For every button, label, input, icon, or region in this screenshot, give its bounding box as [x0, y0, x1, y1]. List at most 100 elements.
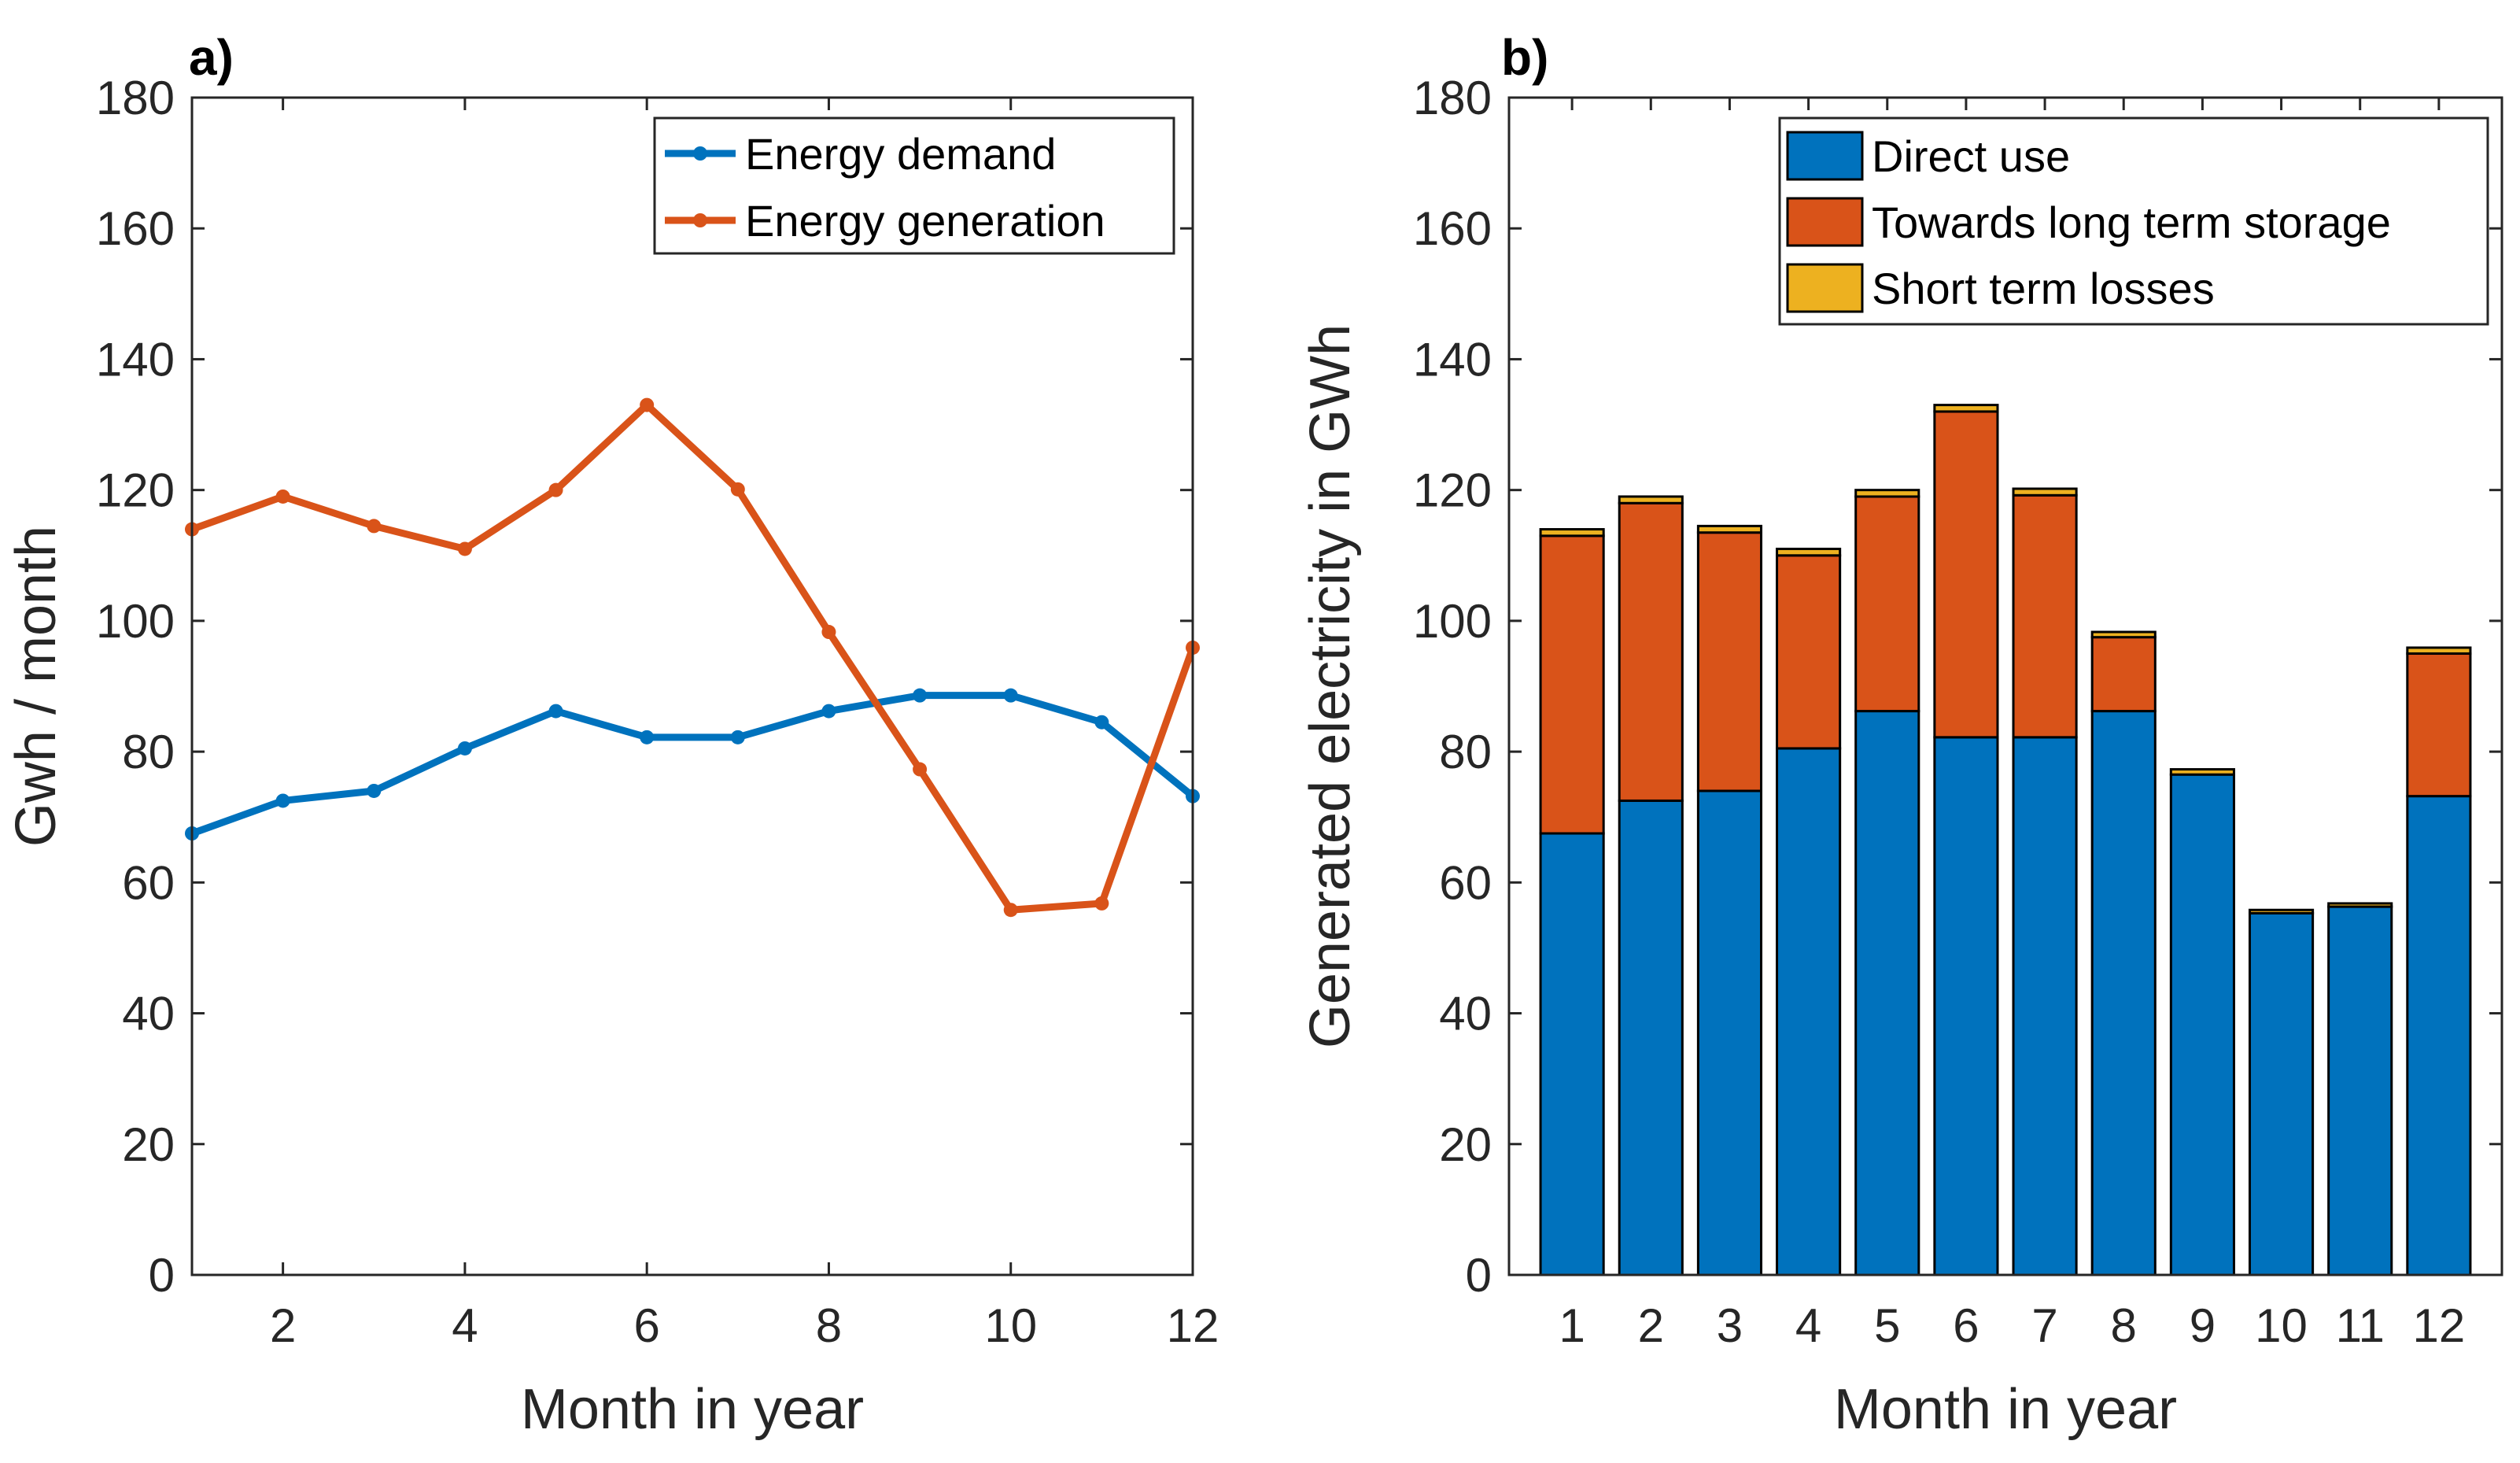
legend-swatch-short-term-losses — [1786, 263, 1864, 313]
bar-towards-long-term-storage — [1933, 410, 1999, 739]
bar-short-term-losses — [2327, 902, 2393, 908]
data-point-energy-generation — [1094, 896, 1109, 911]
data-point-energy-demand — [1003, 688, 1018, 703]
x-tick-label-b: 7 — [2031, 1299, 2057, 1352]
line-chart-panel: 2 4 6 8 10 12 0 20 40 60 80 100 120 140 160 180 a) Mon… — [5, 29, 1219, 1441]
x-tick-label-a: 10 — [984, 1299, 1037, 1352]
x-tick-label-b: 2 — [1638, 1299, 1664, 1352]
y-tick-label-a: 120 — [96, 464, 175, 517]
y-axis-label-a: Gwh / month — [5, 526, 68, 847]
axes-frame-b — [1507, 96, 2503, 1276]
axes-frame-a — [190, 96, 1194, 1276]
data-point-energy-demand — [457, 741, 472, 756]
y-tick-labels-b: 0 20 40 60 80 100 120 140 160 180 — [1413, 72, 1492, 1302]
bar-direct-use — [1854, 710, 1920, 1276]
bar-short-term-losses — [1933, 404, 1999, 413]
legend-marker-generation — [693, 213, 707, 227]
bar-direct-use — [2169, 773, 2235, 1276]
y-tick-label-a: 140 — [96, 333, 175, 386]
series-line-energy-demand — [190, 692, 1195, 837]
y-tick-label-a: 160 — [96, 202, 175, 255]
panel-label-a: a) — [189, 29, 234, 86]
data-point-energy-generation — [640, 397, 655, 412]
series-lines-a — [185, 397, 1200, 918]
bar-short-term-losses — [2090, 630, 2157, 639]
data-point-energy-generation — [457, 541, 472, 556]
x-tick-label-b: 6 — [1953, 1299, 1979, 1352]
panel-label-b: b) — [1501, 29, 1548, 86]
x-tick-label-b: 12 — [2412, 1299, 2465, 1352]
data-point-energy-generation — [275, 489, 290, 504]
y-tick-label-a: 20 — [122, 1118, 175, 1171]
y-tick-label-b: 80 — [1439, 726, 1492, 778]
y-tick-label-b: 140 — [1413, 333, 1492, 386]
bar-towards-long-term-storage — [1696, 531, 1763, 792]
bar-short-term-losses — [1854, 489, 1920, 498]
bar-direct-use — [2012, 736, 2078, 1276]
y-tick-label-b: 180 — [1413, 72, 1492, 124]
legend-a: Energy demand Energy generation — [653, 116, 1175, 255]
bar-short-term-losses — [1539, 528, 1605, 538]
bar-towards-long-term-storage — [2406, 652, 2472, 798]
data-point-energy-demand — [275, 793, 290, 808]
data-point-energy-demand — [913, 688, 928, 703]
y-axis-label-b: Generated electricity in GWh — [1299, 324, 1362, 1048]
x-tick-label-b: 5 — [1874, 1299, 1900, 1352]
x-tick-label-b: 4 — [1795, 1299, 1821, 1352]
bar-short-term-losses — [2169, 768, 2235, 776]
y-tick-label-b: 100 — [1413, 595, 1492, 648]
bar-short-term-losses — [2406, 646, 2472, 655]
series-line-energy-generation — [190, 401, 1197, 914]
data-point-energy-generation — [548, 482, 563, 497]
x-tick-label-b: 9 — [2190, 1299, 2216, 1352]
x-tick-label-a: 4 — [452, 1299, 478, 1352]
legend-label-short-term-losses: Short term losses — [1872, 264, 2215, 313]
y-tick-label-b: 120 — [1413, 464, 1492, 517]
y-tick-label-b: 160 — [1413, 202, 1492, 255]
x-tick-label-a: 8 — [816, 1299, 842, 1352]
x-tick-label-b: 3 — [1717, 1299, 1743, 1352]
data-point-energy-demand — [640, 730, 655, 744]
data-point-energy-demand — [367, 783, 382, 798]
bar-direct-use — [2090, 710, 2157, 1276]
bar-direct-use — [2248, 911, 2315, 1276]
y-tick-label-a: 60 — [122, 856, 175, 909]
x-tick-labels-a: 2 4 6 8 10 12 — [270, 1299, 1219, 1352]
bar-direct-use — [1539, 832, 1605, 1276]
y-tick-labels-a: 0 20 40 60 80 100 120 140 160 180 — [96, 72, 175, 1302]
data-point-energy-generation — [1003, 903, 1018, 918]
legend-label-long-term-storage: Towards long term storage — [1872, 198, 2391, 247]
data-point-energy-generation — [730, 482, 745, 497]
bar-towards-long-term-storage — [2012, 493, 2078, 739]
data-point-energy-demand — [821, 704, 836, 719]
bar-chart-panel: 1 2 3 4 5 6 7 8 9 10 11 12 020406080100120140160180… — [1299, 29, 2503, 1441]
x-tick-label-b: 1 — [1559, 1299, 1585, 1352]
x-tick-label-a: 12 — [1167, 1299, 1219, 1352]
bar-towards-long-term-storage — [1618, 501, 1684, 802]
bar-towards-long-term-storage — [1539, 534, 1605, 835]
legend-label-direct-use: Direct use — [1872, 131, 2070, 181]
bar-towards-long-term-storage — [1854, 495, 1920, 713]
x-tick-label-b: 8 — [2111, 1299, 2137, 1352]
legend-box-a — [653, 116, 1175, 255]
y-tick-label-a: 180 — [96, 72, 175, 124]
data-point-energy-generation — [367, 519, 382, 534]
legend-box-b — [1778, 116, 2489, 326]
y-tick-label-a: 0 — [149, 1249, 175, 1302]
x-tick-label-a: 2 — [270, 1299, 296, 1352]
bar-short-term-losses — [1776, 547, 1842, 557]
data-point-energy-demand — [1094, 715, 1109, 730]
bar-short-term-losses — [2012, 487, 2078, 497]
bar-direct-use — [2327, 905, 2393, 1276]
legend-swatch-long-term-storage — [1786, 197, 1864, 247]
bar-towards-long-term-storage — [2090, 636, 2157, 713]
bars-b — [1539, 404, 2472, 1276]
data-point-energy-generation — [913, 762, 928, 777]
x-tick-label-b: 11 — [2336, 1299, 2385, 1352]
y-tick-label-b: 60 — [1439, 856, 1492, 909]
x-axis-label-b: Month in year — [1834, 1378, 2177, 1441]
bar-direct-use — [1933, 736, 1999, 1276]
x-tick-label-b: 10 — [2255, 1299, 2308, 1352]
plot-area-a — [192, 98, 1193, 1275]
